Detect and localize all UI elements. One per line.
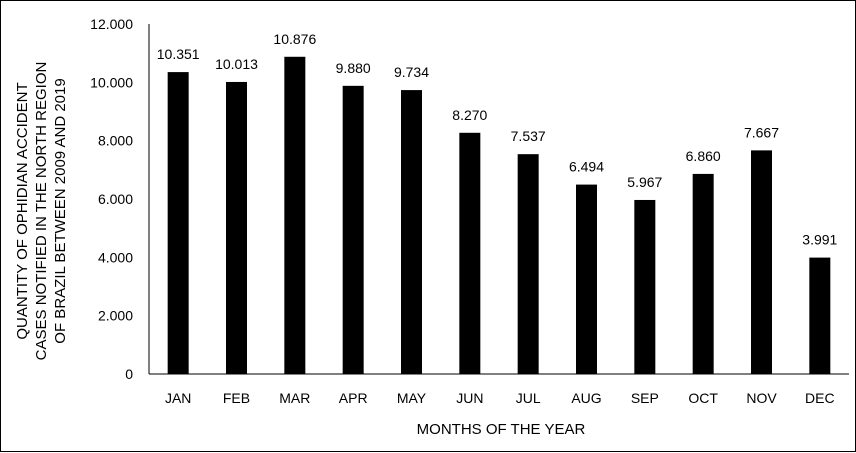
- data-label: 7.667: [744, 124, 779, 140]
- x-tick-label: OCT: [688, 390, 718, 406]
- bar: [342, 85, 364, 374]
- bar: [167, 72, 189, 375]
- y-axis-ticks: 0 2.000 4.000 6.000 8.000 10.000 12.000: [90, 16, 133, 382]
- x-tick-label: JAN: [165, 390, 191, 406]
- y-axis-title-line: QUANTITY OF OPHIDIAN ACCIDENT: [14, 82, 31, 339]
- y-tick-label: 2.000: [98, 308, 133, 324]
- x-tick-label: JUL: [516, 390, 541, 406]
- bar: [751, 150, 772, 374]
- y-tick-label: 10.000: [90, 74, 133, 90]
- y-tick-label: 4.000: [98, 249, 133, 265]
- y-axis-title-line: OF BRAZIL BETWEEN 2009 AND 2019: [52, 78, 69, 343]
- data-label: 10.013: [215, 56, 258, 72]
- x-axis-title: MONTHS OF THE YEAR: [417, 421, 586, 438]
- x-tick-label: APR: [339, 390, 368, 406]
- data-label: 9.734: [394, 64, 429, 80]
- data-label: 7.537: [511, 128, 546, 144]
- bars: [167, 56, 831, 375]
- x-tick-label: SEP: [631, 390, 659, 406]
- data-label: 8.270: [452, 107, 487, 123]
- data-label: 10.876: [273, 31, 316, 47]
- data-label: 6.494: [569, 159, 604, 175]
- x-tick-label: NOV: [746, 390, 777, 406]
- y-tick-label: 6.000: [98, 191, 133, 207]
- x-tick-label: FEB: [223, 390, 250, 406]
- y-axis-title-line: CASES NOTIFIED IN THE NORTH REGION: [33, 62, 50, 361]
- y-tick-label: 8.000: [98, 133, 133, 149]
- data-label: 10.351: [157, 46, 200, 62]
- bar: [809, 257, 831, 374]
- data-label: 3.991: [802, 232, 837, 248]
- data-labels: 10.351 10.013 10.876 9.880 9.734 8.270 7.537 6.…: [157, 31, 838, 248]
- x-tick-label: MAY: [397, 390, 427, 406]
- data-label: 6.860: [686, 148, 721, 164]
- x-tick-label: DEC: [805, 390, 835, 406]
- bar: [284, 56, 306, 375]
- x-tick-label: MAR: [279, 390, 310, 406]
- bar: [517, 154, 539, 374]
- x-tick-label: AUG: [571, 390, 601, 406]
- x-axis-category-labels: JAN FEB MAR APR MAY JUN JUL AUG SEP OCT NOV DEC: [165, 390, 835, 406]
- data-label: 5.967: [627, 174, 662, 190]
- y-tick-label: 0: [125, 366, 133, 382]
- x-tick-label: JUN: [456, 390, 483, 406]
- bar: [634, 199, 656, 374]
- bar: [692, 173, 714, 374]
- y-tick-label: 12.000: [90, 16, 133, 32]
- data-label: 9.880: [336, 60, 371, 76]
- bar: [576, 184, 597, 374]
- bar: [401, 90, 422, 374]
- y-axis-title: QUANTITY OF OPHIDIAN ACCIDENT CASES NOTIF…: [14, 62, 69, 361]
- bar: [459, 132, 481, 374]
- bar: [226, 81, 247, 375]
